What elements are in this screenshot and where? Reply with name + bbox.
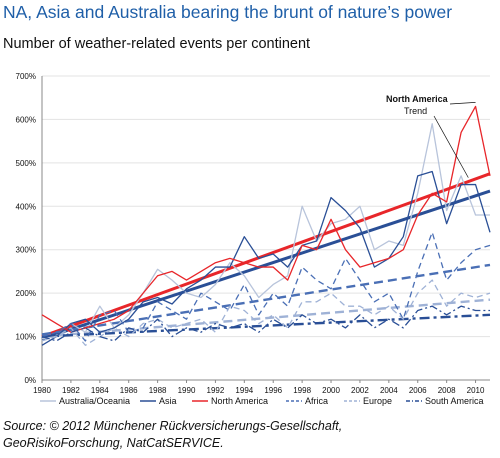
x-tick-label: 1984	[91, 386, 109, 395]
x-tick-label: 1994	[235, 386, 253, 395]
series-line	[41, 105, 491, 333]
legend: Australia/Oceania Asia North America Africa…	[40, 396, 484, 406]
y-tick-label: 0%	[24, 376, 36, 385]
x-tick-label: 2004	[380, 386, 398, 395]
x-tick-label: 2010	[467, 386, 485, 395]
annotation: North America Trend	[386, 94, 476, 178]
y-tick-label: 700%	[16, 72, 36, 81]
chart-subtitle: Number of weather-related events per con…	[3, 36, 311, 52]
annotation-pointer	[449, 102, 476, 105]
annotation-pointer	[433, 115, 469, 178]
x-tick-label: 1992	[207, 386, 225, 395]
x-tick-label: 2000	[322, 386, 340, 395]
legend-label: Europe	[363, 396, 392, 406]
legend-label: North America	[211, 396, 268, 406]
x-tick-label: 1988	[149, 386, 167, 395]
x-tick-label: 1990	[178, 386, 196, 395]
series-lines	[41, 105, 491, 346]
y-tick-label: 400%	[16, 202, 36, 211]
chart-title: NA, Asia and Australia bearing the brunt…	[3, 2, 453, 22]
source-line-1: Source: © 2012 Münchener Rückversicherun…	[3, 419, 343, 433]
x-tick-label: 1996	[264, 386, 282, 395]
legend-label: Asia	[159, 396, 177, 406]
annotation-trend: Trend	[404, 106, 427, 116]
x-tick-label: 2008	[438, 386, 456, 395]
trend-line	[41, 263, 491, 336]
series-line	[41, 170, 491, 346]
legend-label: South America	[425, 396, 484, 406]
series-line	[41, 231, 491, 342]
annotation-label: North America	[386, 94, 449, 104]
trend-line	[41, 189, 491, 341]
series-line	[41, 279, 491, 346]
y-tick-label: 200%	[16, 289, 36, 298]
legend-label: Australia/Oceania	[59, 396, 130, 406]
series-line	[41, 305, 490, 342]
source-note: Source: © 2012 Münchener Rückversicherun…	[3, 418, 342, 452]
x-tick-label: 1980	[33, 386, 51, 395]
x-tick-label: 2002	[351, 386, 369, 395]
x-tick-label: 1986	[120, 386, 138, 395]
trend-line	[41, 298, 491, 338]
legend-label: Africa	[305, 396, 328, 406]
x-axis: 1980 1982 1984 1986 1988 1990 1992 1994 1996 1998…	[33, 380, 485, 395]
y-tick-label: 600%	[16, 115, 36, 124]
y-axis: 0% 100% 200% 300% 400% 500% 600% 700%	[16, 72, 36, 385]
x-tick-label: 2006	[409, 386, 427, 395]
source-line-2: GeoRisikoForschung, NatCatSERVICE.	[3, 436, 224, 450]
y-tick-label: 300%	[16, 246, 36, 255]
y-tick-label: 500%	[16, 159, 36, 168]
y-tick-label: 100%	[16, 333, 36, 342]
chart-grid	[41, 75, 490, 381]
x-tick-label: 1998	[293, 386, 311, 395]
x-tick-label: 1982	[62, 386, 80, 395]
series-line	[41, 123, 490, 340]
